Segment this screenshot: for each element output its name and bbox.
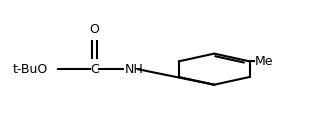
Text: O: O [89, 23, 100, 36]
Text: C: C [90, 63, 99, 76]
Text: t-BuO: t-BuO [13, 63, 48, 76]
Text: NH: NH [124, 63, 143, 76]
Text: Me: Me [255, 55, 273, 68]
